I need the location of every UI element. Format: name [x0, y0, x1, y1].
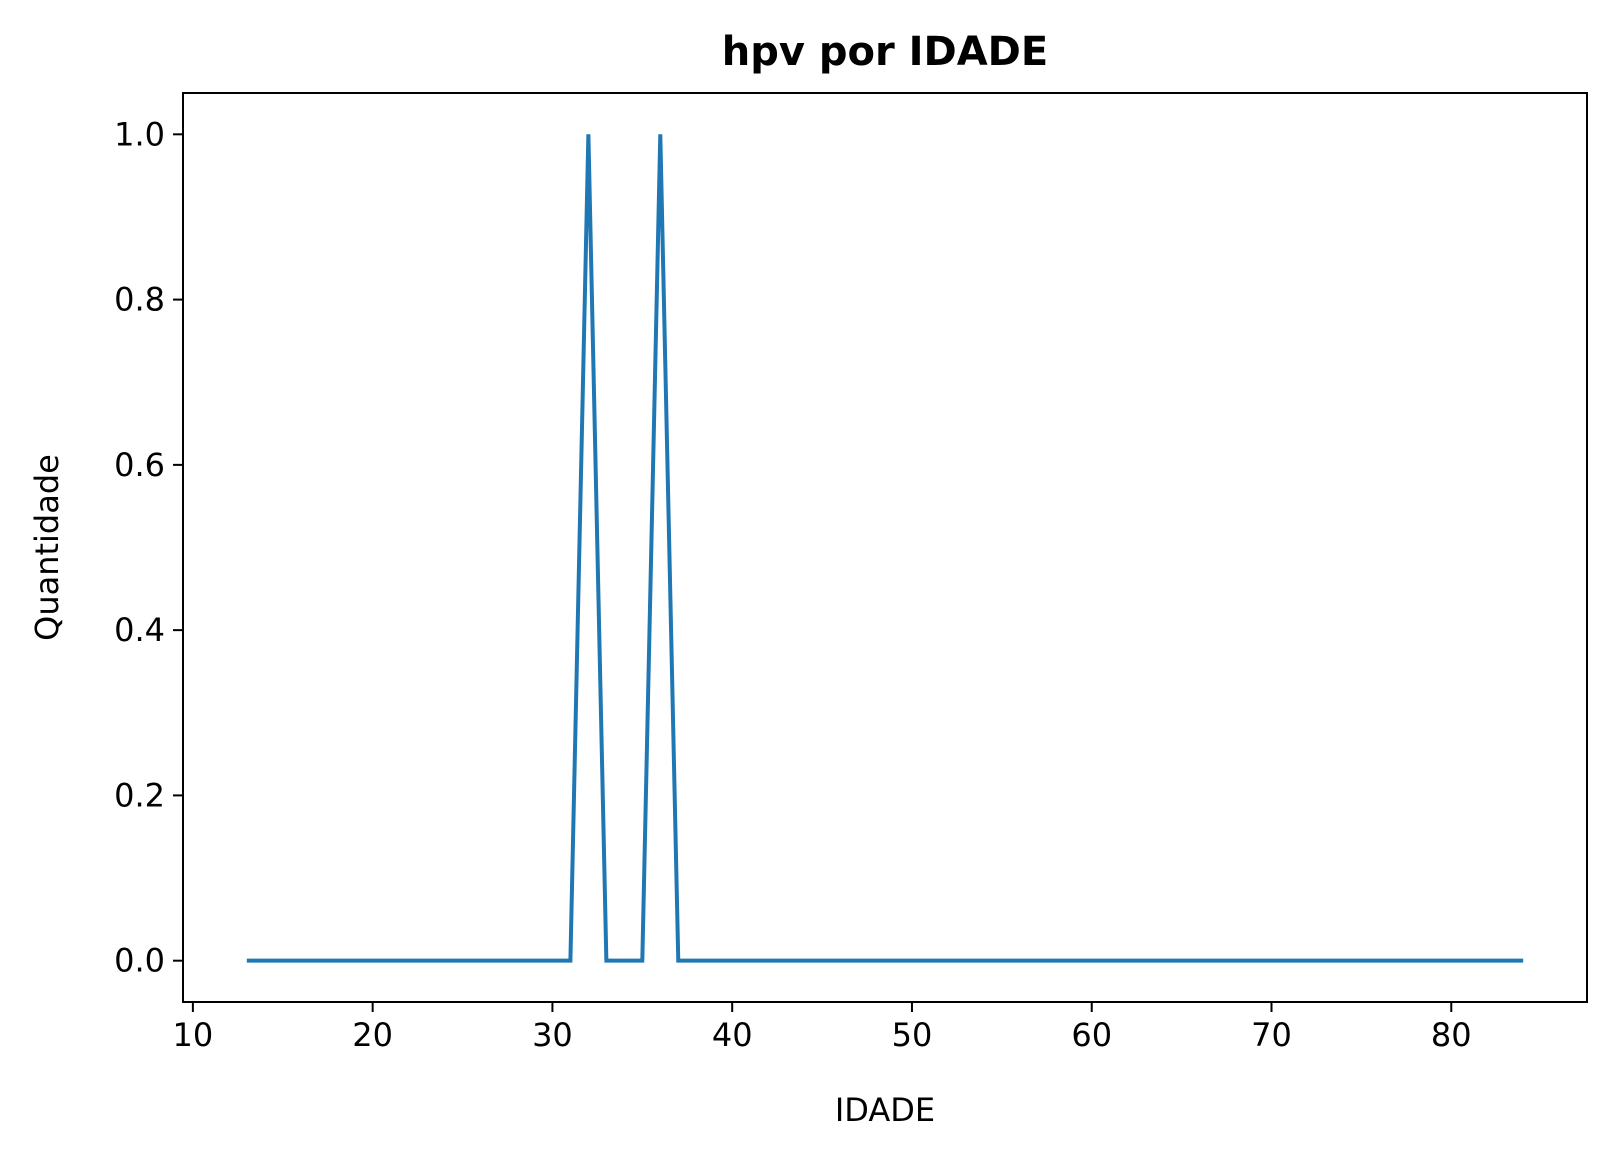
- plot-area-frame: [182, 92, 1588, 1003]
- x-tick-label: 20: [352, 1016, 393, 1054]
- series-line-0: [246, 134, 1524, 963]
- x-tick-label: 40: [712, 1016, 753, 1054]
- x-tick-label: 30: [532, 1016, 573, 1054]
- y-tick-label: 0.0: [114, 942, 165, 980]
- y-tick-label: 0.2: [114, 776, 165, 814]
- y-tick-label: 1.0: [114, 115, 165, 153]
- y-axis: 0.0 0.2 0.4 0.6 0.8 1.0: [114, 115, 183, 980]
- x-axis: 10 20 30 40 50 60 70 80: [173, 1002, 1472, 1054]
- x-tick-label: 10: [173, 1016, 214, 1054]
- x-tick-label: 70: [1251, 1016, 1292, 1054]
- x-axis-label: IDADE: [835, 1091, 935, 1129]
- y-tick-label: 0.6: [114, 446, 165, 484]
- plot-layer: [246, 134, 1524, 963]
- y-tick-label: 0.8: [114, 281, 165, 319]
- chart-title: hpv por IDADE: [722, 29, 1048, 75]
- x-tick-label: 50: [892, 1016, 933, 1054]
- y-axis-label: Quantidade: [28, 454, 66, 641]
- x-tick-label: 80: [1431, 1016, 1472, 1054]
- y-tick-label: 0.4: [114, 611, 165, 649]
- x-tick-label: 60: [1071, 1016, 1112, 1054]
